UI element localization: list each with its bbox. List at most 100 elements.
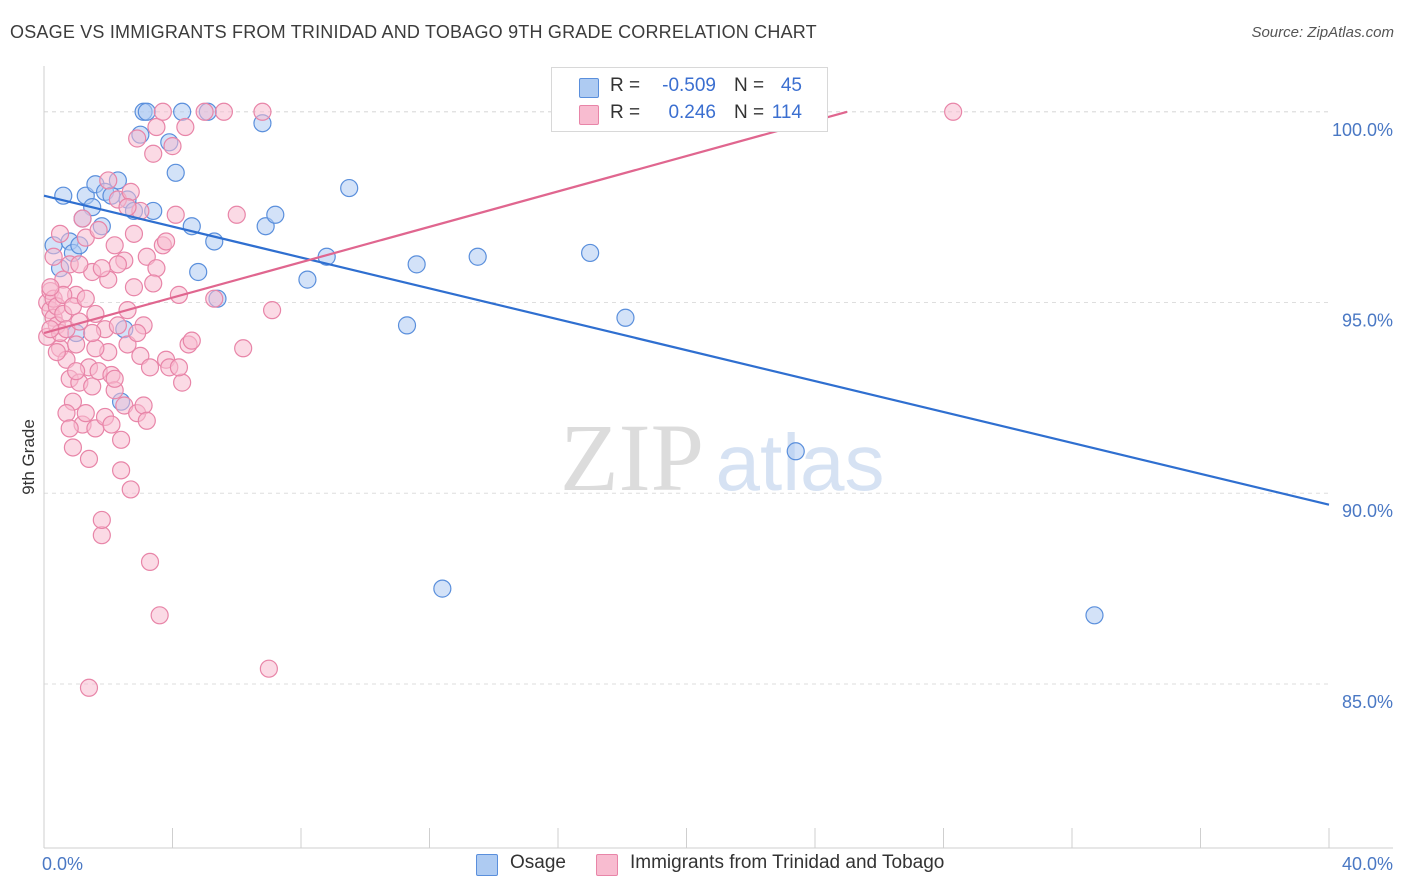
trinidad-point xyxy=(140,358,160,377)
trinidad-point xyxy=(214,102,233,121)
osage-point xyxy=(581,243,600,263)
trinidad-point xyxy=(153,102,172,121)
legend-row-osage: R = -0.509 N = 45 xyxy=(552,73,827,101)
trinidad-point xyxy=(182,331,201,350)
trinidad-point xyxy=(63,438,83,457)
osage-point xyxy=(166,163,185,182)
trinidad-point xyxy=(124,278,144,297)
trinidad-point xyxy=(70,255,89,274)
osage-r-label: R = xyxy=(610,75,641,96)
trinidad-n-label: N = xyxy=(734,102,765,123)
trinidad-point xyxy=(176,117,195,137)
trinidad-point xyxy=(44,247,63,266)
trinidad-point xyxy=(150,606,169,625)
trinidad-point xyxy=(57,404,76,423)
trinidad-point xyxy=(169,358,189,377)
trinidad-legend-label: Immigrants from Trinidad and Tobago xyxy=(630,852,945,873)
osage-point xyxy=(298,270,317,289)
trinidad-point xyxy=(86,339,105,358)
y-tick-label: 95.0% xyxy=(1342,311,1393,331)
osage-trend-line xyxy=(43,194,1330,506)
trinidad-trend-line xyxy=(43,110,848,335)
trinidad-point xyxy=(102,415,121,434)
osage-legend-label: Osage xyxy=(510,852,566,873)
legend-row-trinidad: R = 0.246 N = 114 xyxy=(552,100,827,128)
trinidad-r-value: 0.246 xyxy=(668,102,716,123)
trinidad-point xyxy=(67,362,86,381)
trinidad-r-label: R = xyxy=(610,102,641,123)
osage-n-value: 45 xyxy=(780,75,802,96)
osage-n-label: N = xyxy=(734,75,765,96)
trinidad-point xyxy=(76,404,95,423)
osage-point xyxy=(189,262,208,282)
trinidad-n-value: 114 xyxy=(771,102,802,123)
trinidad-point xyxy=(73,209,92,228)
osage-point xyxy=(137,102,156,121)
trinidad-point xyxy=(118,198,137,217)
osage-point xyxy=(397,316,417,335)
trinidad-point xyxy=(137,411,156,430)
trinidad-point xyxy=(105,236,124,255)
trinidad-point xyxy=(144,144,163,163)
trinidad-point xyxy=(111,461,131,480)
osage-point xyxy=(173,102,192,121)
osage-point xyxy=(266,205,285,224)
trinidad-point xyxy=(147,259,166,278)
osage-legend-swatch xyxy=(476,854,498,876)
trinidad-point xyxy=(92,259,111,278)
chart-title: OSAGE VS IMMIGRANTS FROM TRINIDAD AND TO… xyxy=(10,22,817,42)
label-layer: 85.0% 90.0% 95.0% 100.0% 0.0% 40.0% 9th Grade xyxy=(19,120,1393,874)
trinidad-point xyxy=(79,449,99,469)
trinidad-point xyxy=(92,526,111,545)
trinidad-point xyxy=(195,102,214,121)
trinidad-point xyxy=(173,373,192,392)
osage-point xyxy=(786,442,805,461)
trinidad-point xyxy=(83,377,102,396)
trinidad-point xyxy=(67,335,86,354)
trinidad-point xyxy=(79,678,99,697)
grid-layer xyxy=(44,111,1329,685)
x-tick-label: 0.0% xyxy=(42,854,83,874)
trinidad-point xyxy=(259,659,278,678)
trinidad-point xyxy=(253,102,272,121)
trinidad-point xyxy=(234,339,253,358)
osage-point xyxy=(407,255,426,274)
osage-swatch xyxy=(579,78,599,98)
osage-point xyxy=(1085,606,1104,625)
trinidad-point xyxy=(41,278,60,297)
trinidad-legend-swatch xyxy=(596,854,618,876)
osage-point xyxy=(468,247,487,266)
trinidad-point xyxy=(89,220,108,240)
osage-point xyxy=(616,308,635,327)
trinidad-point xyxy=(47,342,66,362)
y-tick-label: 90.0% xyxy=(1342,501,1393,521)
watermark-zip: ZIP xyxy=(560,404,704,511)
trinidad-point xyxy=(144,274,163,293)
correlation-legend: R = -0.509 N = 45 R = 0.246 N = 114 xyxy=(551,67,828,132)
osage-r-value: -0.509 xyxy=(662,75,716,96)
trinidad-point xyxy=(99,171,118,190)
trinidad-point xyxy=(227,205,246,224)
trinidad-point xyxy=(205,289,224,308)
osage-point xyxy=(433,579,452,598)
trinidad-point xyxy=(163,137,182,156)
trinidad-point xyxy=(92,510,111,530)
x-tick-label: 40.0% xyxy=(1342,854,1393,874)
trinidad-point xyxy=(111,430,131,449)
trinidad-point xyxy=(140,552,160,572)
y-tick-label: 100.0% xyxy=(1332,120,1393,140)
trinidad-point xyxy=(128,323,147,343)
trinidad-point xyxy=(128,129,147,148)
trinidad-point xyxy=(121,480,140,499)
trinidad-point xyxy=(944,102,963,121)
trinidad-point xyxy=(50,224,70,243)
y-axis-title: 9th Grade xyxy=(19,419,38,495)
trinidad-point xyxy=(166,205,185,224)
trinidad-point xyxy=(60,419,79,438)
watermark-atlas: atlas xyxy=(716,418,885,507)
trinidad-point xyxy=(134,396,153,415)
trinidad-point xyxy=(121,182,140,201)
trinidad-point xyxy=(147,117,166,137)
trinidad-point xyxy=(76,289,95,308)
